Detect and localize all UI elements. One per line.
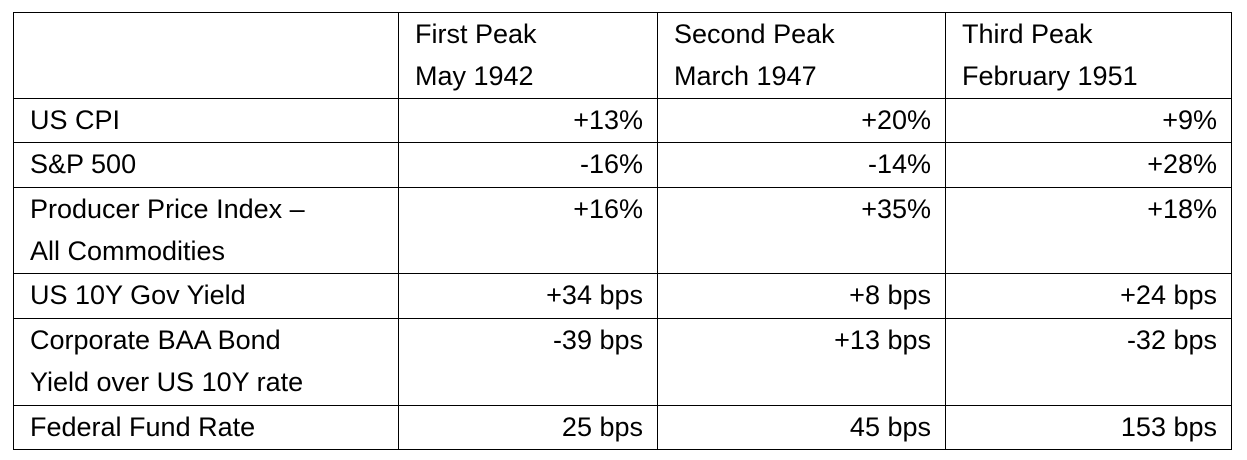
header-second-peak-date: March 1947	[674, 61, 817, 91]
row-label: S&P 500	[13, 142, 399, 188]
cell-first-peak: +16%	[398, 187, 658, 274]
cell-second-peak: 45 bps	[657, 405, 946, 450]
header-third-peak: Third Peak February 1951	[945, 12, 1232, 99]
row-label: Producer Price Index – All Commodities	[13, 187, 399, 274]
row-label: US 10Y Gov Yield	[13, 273, 399, 319]
cell-third-peak: +28%	[945, 142, 1232, 188]
cell-first-peak: -16%	[398, 142, 658, 188]
row-label: US CPI	[13, 98, 399, 143]
cell-third-peak: -32 bps	[945, 318, 1232, 406]
header-third-peak-title: Third Peak	[962, 19, 1093, 49]
cell-third-peak: +9%	[945, 98, 1232, 143]
header-first-peak-date: May 1942	[415, 61, 534, 91]
cell-third-peak: 153 bps	[945, 405, 1232, 450]
table-row: US 10Y Gov Yield +34 bps +8 bps +24 bps	[13, 273, 1232, 319]
cell-first-peak: 25 bps	[398, 405, 658, 450]
cell-first-peak: +13%	[398, 98, 658, 143]
table-row: S&P 500 -16% -14% +28%	[13, 142, 1232, 188]
row-label-line-1: Corporate BAA Bond	[30, 325, 281, 355]
table-row: Corporate BAA Bond Yield over US 10Y rat…	[13, 318, 1232, 406]
cell-second-peak: +20%	[657, 98, 946, 143]
header-first-peak: First Peak May 1942	[398, 12, 658, 99]
header-row: First Peak May 1942 Second Peak March 19…	[13, 12, 1232, 99]
peaks-comparison-table: First Peak May 1942 Second Peak March 19…	[13, 12, 1232, 450]
cell-second-peak: -14%	[657, 142, 946, 188]
cell-first-peak: +34 bps	[398, 273, 658, 319]
cell-first-peak: -39 bps	[398, 318, 658, 406]
row-label-line-2: All Commodities	[30, 236, 226, 266]
row-label: Corporate BAA Bond Yield over US 10Y rat…	[13, 318, 399, 406]
cell-second-peak: +13 bps	[657, 318, 946, 406]
table-row: US CPI +13% +20% +9%	[13, 98, 1232, 143]
table-row: Federal Fund Rate 25 bps 45 bps 153 bps	[13, 405, 1232, 450]
cell-second-peak: +35%	[657, 187, 946, 274]
table-row: Producer Price Index – All Commodities +…	[13, 187, 1232, 274]
header-second-peak-title: Second Peak	[674, 19, 835, 49]
cell-third-peak: +24 bps	[945, 273, 1232, 319]
cell-second-peak: +8 bps	[657, 273, 946, 319]
header-corner-cell	[13, 12, 399, 99]
row-label-line-2: Yield over US 10Y rate	[30, 367, 304, 397]
header-first-peak-title: First Peak	[415, 19, 537, 49]
header-second-peak: Second Peak March 1947	[657, 12, 946, 99]
row-label: Federal Fund Rate	[13, 405, 399, 450]
header-third-peak-date: February 1951	[962, 61, 1138, 91]
row-label-line-1: Producer Price Index –	[30, 194, 305, 224]
cell-third-peak: +18%	[945, 187, 1232, 274]
